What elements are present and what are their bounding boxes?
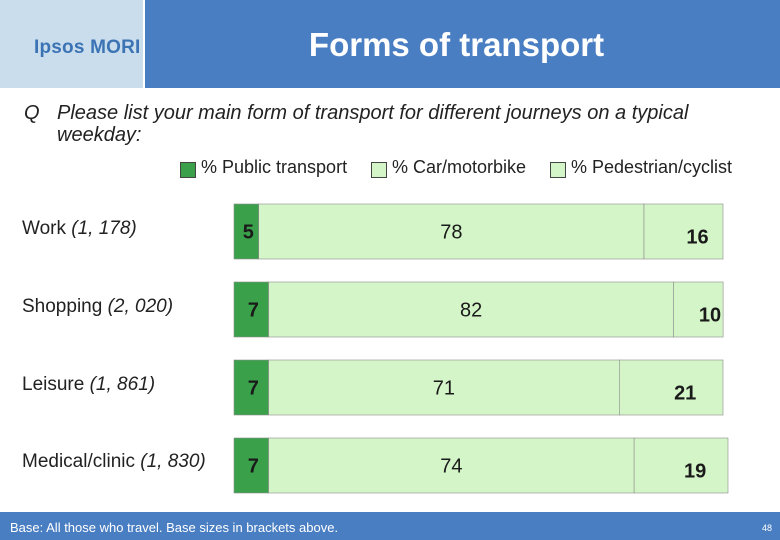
bar-public-1 [233,281,269,338]
legend-swatch-car [371,162,387,178]
category-label-medical: Medical/clinic (1, 830) [22,451,206,473]
logo-panel: Ipsos MORI [0,0,143,88]
data-label-car-3: 74 [440,456,462,478]
bar-car-2 [268,359,620,416]
bar-pedestrian-3 [633,437,729,494]
data-label-pedestrian-0: 16 [686,227,708,249]
company-logo: Ipsos MORI [34,37,141,58]
data-label-pedestrian-3: 19 [684,461,706,483]
legend-label-car: % Car/motorbike [392,157,527,177]
data-label-car-1: 82 [460,300,482,322]
bar-pedestrian-2 [618,359,724,416]
page-title: Forms of transport [308,26,605,63]
bar-pedestrian-1 [673,281,724,338]
bar-car-0 [258,203,645,260]
page-number: 48 [761,523,772,533]
bar-pedestrian-0 [643,203,724,260]
data-label-public-1: 7 [248,300,259,322]
category-label-shopping: Shopping (2, 020) [22,296,173,318]
category-base: (2, 020) [107,296,174,317]
category-label-leisure: Leisure (1, 861) [22,374,155,396]
legend-swatch-public [180,162,196,178]
data-label-pedestrian-1: 10 [699,305,721,327]
legend-swatch-pedestrian [550,162,566,178]
category-base: (1, 861) [89,374,156,395]
category-name: Leisure [22,374,85,395]
bar-car-1 [268,281,675,338]
bar-public-0 [233,203,260,260]
question-mark: Q [24,102,40,124]
data-label-public-3: 7 [248,456,259,478]
title-wrap: Forms of transport [145,0,780,88]
data-label-public-2: 7 [248,378,259,400]
data-label-pedestrian-2: 21 [674,383,696,405]
footer-note: Base: All those who travel. Base sizes i… [10,520,339,535]
data-label-car-2: 71 [433,378,455,400]
chart-legend: % Public transport % Car/motorbike % Ped… [0,157,780,179]
bar-car-3 [268,437,635,494]
question-text: Please list your main form of transport … [57,102,689,146]
category-base: (1, 830) [140,451,206,472]
data-label-public-0: 5 [243,222,254,244]
category-name: Medical/clinic [22,451,135,472]
category-name: Work [22,218,66,239]
category-base: (1, 178) [71,218,137,239]
legend-label-public: % Public transport [201,157,348,177]
header-bar [145,0,780,88]
data-label-car-0: 78 [440,222,462,244]
category-label-work: Work (1, 178) [22,218,137,240]
legend-label-pedestrian: % Pedestrian/cyclist [571,157,733,177]
category-name: Shopping [22,296,103,317]
footer-bar: Base: All those who travel. Base sizes i… [0,512,780,540]
